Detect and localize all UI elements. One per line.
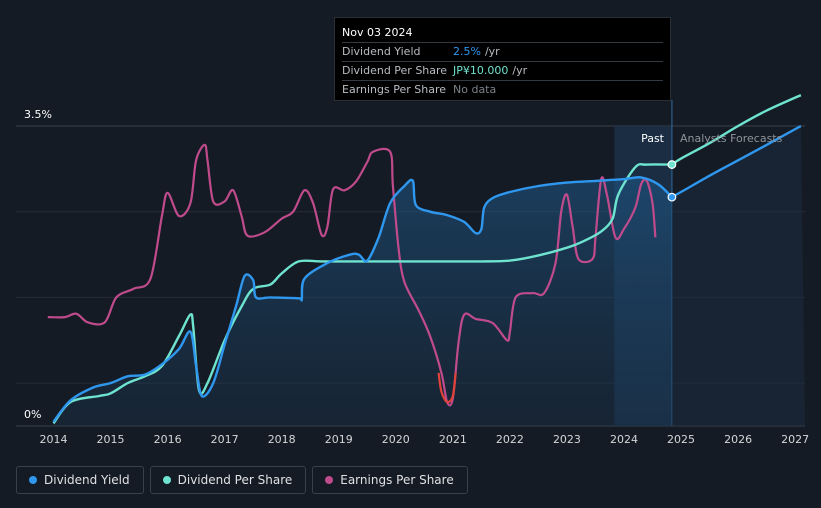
x-tick-label: 2019	[325, 433, 353, 446]
earnings-per-share-line	[47, 143, 657, 407]
tooltip-label: Dividend Per Share	[342, 64, 448, 77]
x-tick-label: 2027	[781, 433, 809, 446]
legend-dot-icon	[162, 476, 171, 484]
series-markers	[667, 160, 677, 202]
x-tick-label: 2016	[154, 433, 182, 446]
tooltip-row-dividend-per-share: Dividend Per Share JP¥10.000 /yr	[342, 62, 663, 81]
series-lines	[47, 94, 802, 425]
x-tick-label: 2017	[211, 433, 239, 446]
dividend-yield-area-fill	[53, 177, 672, 426]
x-tick-label: 2018	[268, 433, 296, 446]
tooltip-label: Dividend Yield	[342, 45, 421, 58]
tooltip-value: No data	[453, 83, 497, 96]
tooltip-row-earnings-per-share: Earnings Per Share No data	[342, 81, 663, 99]
legend-dot-icon	[29, 476, 37, 484]
tooltip-date: Nov 03 2024	[342, 24, 663, 43]
dividend-per-share-marker	[667, 160, 677, 169]
analysts-forecasts-label: Analysts Forecasts	[680, 132, 783, 145]
x-tick-label: 2020	[382, 433, 410, 446]
dividend-yield-area	[53, 126, 805, 426]
x-tick-label: 2022	[496, 433, 524, 446]
tooltip-value: JP¥10.000	[453, 64, 509, 77]
dividend-yield-forecast-line	[671, 124, 802, 199]
x-tick-label: 2023	[553, 433, 581, 446]
tooltip-unit: /yr	[512, 64, 528, 77]
x-tick-label: 2025	[667, 433, 695, 446]
x-tick-label: 2026	[724, 433, 752, 446]
legend: Dividend Yield Dividend Per Share Earnin…	[16, 466, 468, 494]
tooltip-unit: /yr	[484, 45, 500, 58]
past-label: Past	[641, 132, 665, 145]
tooltip: Nov 03 2024 Dividend Yield 2.5% /yr Divi…	[334, 17, 671, 101]
legend-item-earnings-per-share[interactable]: Earnings Per Share	[312, 466, 468, 494]
dividend-yield-line	[52, 176, 673, 423]
y-axis-min-label: 0%	[24, 408, 41, 421]
dividend-yield-marker	[667, 192, 677, 202]
dividend-per-share-forecast-line	[671, 94, 802, 166]
x-axis: 2014 2015 2016 2017 2018 2019 2020 2021 2022 2023…	[40, 433, 810, 446]
legend-item-dividend-yield[interactable]: Dividend Yield	[16, 466, 144, 494]
tooltip-row-dividend-yield: Dividend Yield 2.5% /yr	[342, 43, 663, 62]
legend-item-dividend-per-share[interactable]: Dividend Per Share	[149, 466, 307, 494]
dividend-yield-forecast-area	[671, 126, 805, 426]
legend-label: Dividend Yield	[44, 473, 130, 487]
earnings-per-share-negative-line	[437, 372, 457, 404]
x-tick-label: 2014	[40, 433, 68, 446]
y-axis-max-label: 3.5%	[24, 108, 52, 121]
x-tick-label: 2024	[610, 433, 638, 446]
x-tick-label: 2021	[439, 433, 467, 446]
legend-label: Dividend Per Share	[177, 473, 293, 487]
dividend-per-share-line	[52, 163, 672, 425]
tooltip-label: Earnings Per Share	[342, 83, 447, 96]
legend-label: Earnings Per Share	[340, 473, 454, 487]
x-tick-label: 2015	[97, 433, 125, 446]
tooltip-value: 2.5%	[453, 45, 481, 58]
legend-dot-icon	[325, 476, 334, 484]
